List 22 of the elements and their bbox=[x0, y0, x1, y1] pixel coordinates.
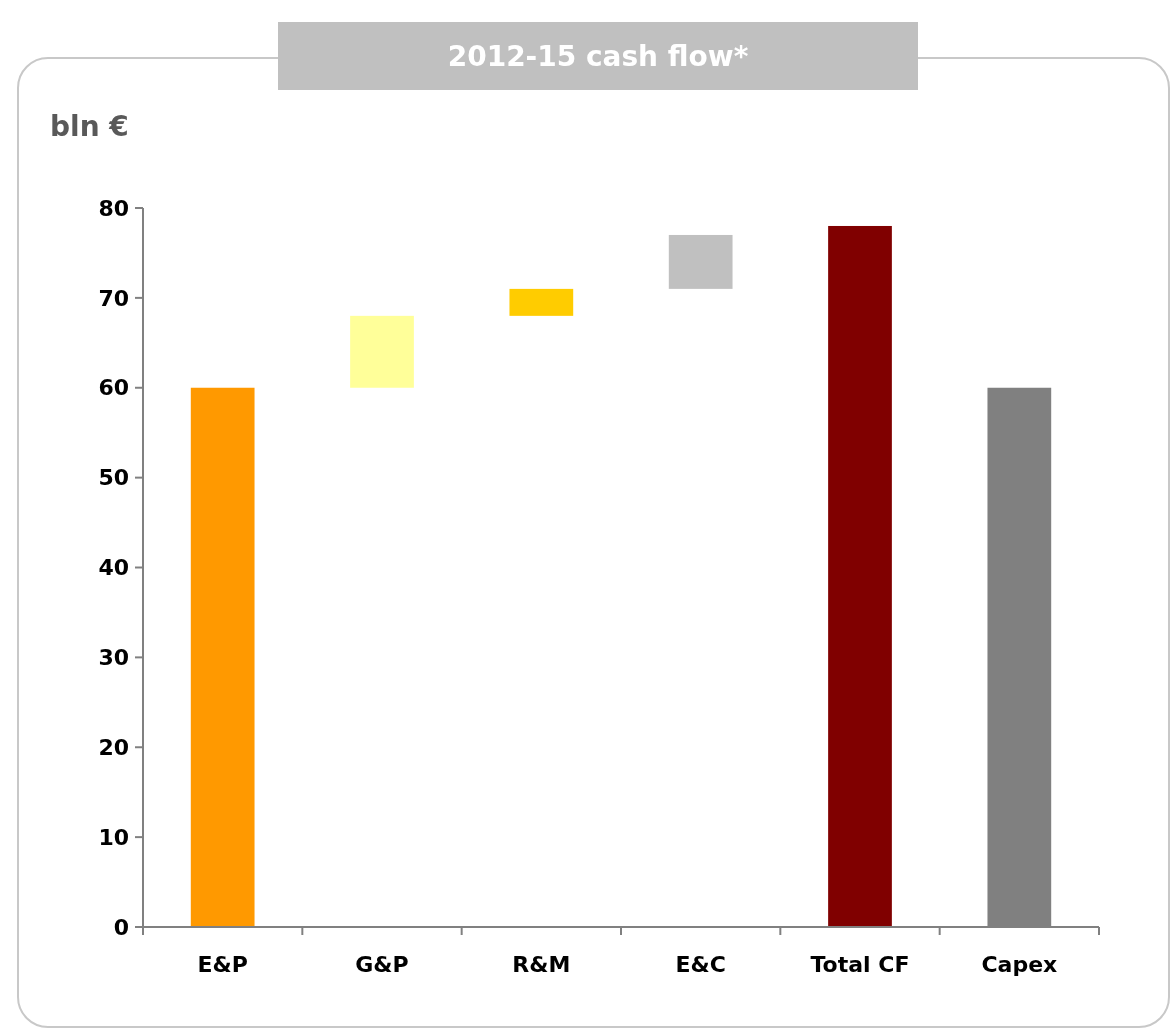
x-tick-label: E&C bbox=[675, 952, 726, 977]
x-tick-label: E&P bbox=[197, 952, 248, 977]
y-tick-label: 50 bbox=[98, 465, 129, 491]
bar bbox=[668, 234, 733, 289]
bar bbox=[350, 315, 414, 388]
bar bbox=[509, 288, 574, 316]
y-tick-label: 30 bbox=[98, 645, 129, 671]
y-tick-label: 0 bbox=[113, 914, 129, 940]
x-tick-label: Total CF bbox=[810, 952, 910, 977]
x-tick-label: G&P bbox=[355, 952, 409, 977]
y-axis-title: bln € bbox=[50, 110, 129, 143]
x-tick-label: R&M bbox=[512, 952, 571, 977]
y-tick-label: 80 bbox=[98, 195, 129, 221]
y-tick-label: 70 bbox=[98, 285, 129, 311]
x-tick-label: Capex bbox=[981, 952, 1058, 977]
y-tick-label: 40 bbox=[98, 555, 129, 581]
y-tick-label: 20 bbox=[98, 734, 129, 760]
bar bbox=[190, 387, 255, 927]
y-tick-label: 10 bbox=[98, 824, 129, 850]
chart-title: 2012-15 cash flow* bbox=[447, 40, 749, 73]
y-tick-label: 60 bbox=[98, 375, 129, 401]
bar bbox=[828, 225, 892, 927]
